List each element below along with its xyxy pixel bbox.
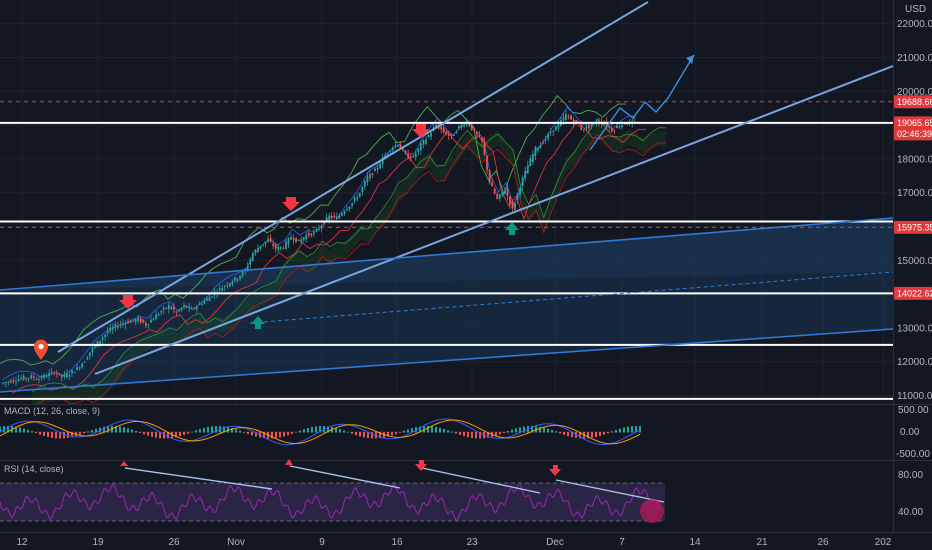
time-axis-tick: Dec [546,537,564,548]
price-tag: 19065.65 [897,118,932,128]
time-axis-tick: 14 [689,537,701,548]
time-axis-tick: 26 [817,537,829,548]
rsi-title: RSI (14, close) [4,464,64,474]
price-axis-tick: 18000.00 [897,154,932,165]
channel-shade [0,218,893,392]
main-panel[interactable] [0,0,893,404]
down-arrow-icon [285,459,293,465]
time-axis-tick: 23 [466,537,478,548]
time-axis-labels: 12 19 26 Nov 9 16 23 Dec 7 14 21 26 202 [16,537,891,548]
macd-series [0,418,641,446]
rsi-tick: 40.00 [898,507,923,518]
time-axis-tick: 12 [16,537,28,548]
currency-label: USD [905,4,926,15]
time-axis-tick: 9 [319,537,325,548]
time-axis-tick: Nov [227,537,245,548]
location-pin-dot [38,343,44,350]
long-trend-line-2[interactable] [0,328,893,393]
candlestick-series [2,110,636,388]
trend-lines [0,1,893,393]
up-arrow-icon [251,316,265,329]
time-axis[interactable] [0,533,932,550]
rsi-tick: 80.00 [898,470,923,481]
macd-panel[interactable] [0,405,893,460]
price-axis-tick: 12000.00 [897,357,932,368]
long-trend-line-1[interactable] [0,217,893,291]
macd-tick: 500.00 [898,405,929,416]
projection-path[interactable] [589,54,695,151]
price-axis-tick: 11000.00 [897,391,932,402]
rsi-series [0,482,661,522]
price-axis-tick: 17000.00 [897,188,932,199]
price-axis-tick: 21000.00 [897,53,932,64]
price-tag: 02:46:39 [897,129,932,139]
time-axis-tick: 19 [92,537,104,548]
time-axis-tick: 21 [756,537,768,548]
down-arrow-icon [415,460,427,471]
rsi-highlight-circle [640,499,664,523]
price-axis-tick: 20000.00 [897,87,932,98]
macd-tick: -500.00 [896,449,930,460]
price-tag: 14022.62 [897,288,932,298]
time-axis-tick: 16 [391,537,403,548]
down-arrow-icon [549,465,561,476]
rsi-trendlines [120,459,665,523]
time-axis-tick: 7 [619,537,625,548]
price-tag: 19688.66 [897,97,932,107]
macd-title: MACD (12, 26, close, 9) [4,406,100,416]
down-arrow-icon [120,461,128,466]
up-arrow-icon [505,222,519,235]
horizontal-levels [0,101,893,400]
price-axis[interactable] [893,0,932,532]
upper-channel-line[interactable] [57,1,649,353]
down-arrow-icon [282,197,300,211]
dashed-trend-line [249,271,893,324]
down-arrow-icon [412,124,430,138]
time-axis-tick: 202 [875,537,892,548]
price-axis-tick: 13000.00 [897,323,932,334]
macd-tick: 0.00 [900,427,920,438]
time-axis-tick: 26 [168,537,180,548]
projection-arrow-icon [686,55,694,64]
price-axis-tick: 22000.00 [897,19,932,30]
lower-channel-line[interactable] [94,65,893,375]
down-arrow-icon [119,295,137,309]
price-axis-tick: 15000.00 [897,256,932,267]
price-tag: 15975.35 [897,222,932,232]
location-pin-icon [34,339,48,360]
markers [34,124,519,360]
